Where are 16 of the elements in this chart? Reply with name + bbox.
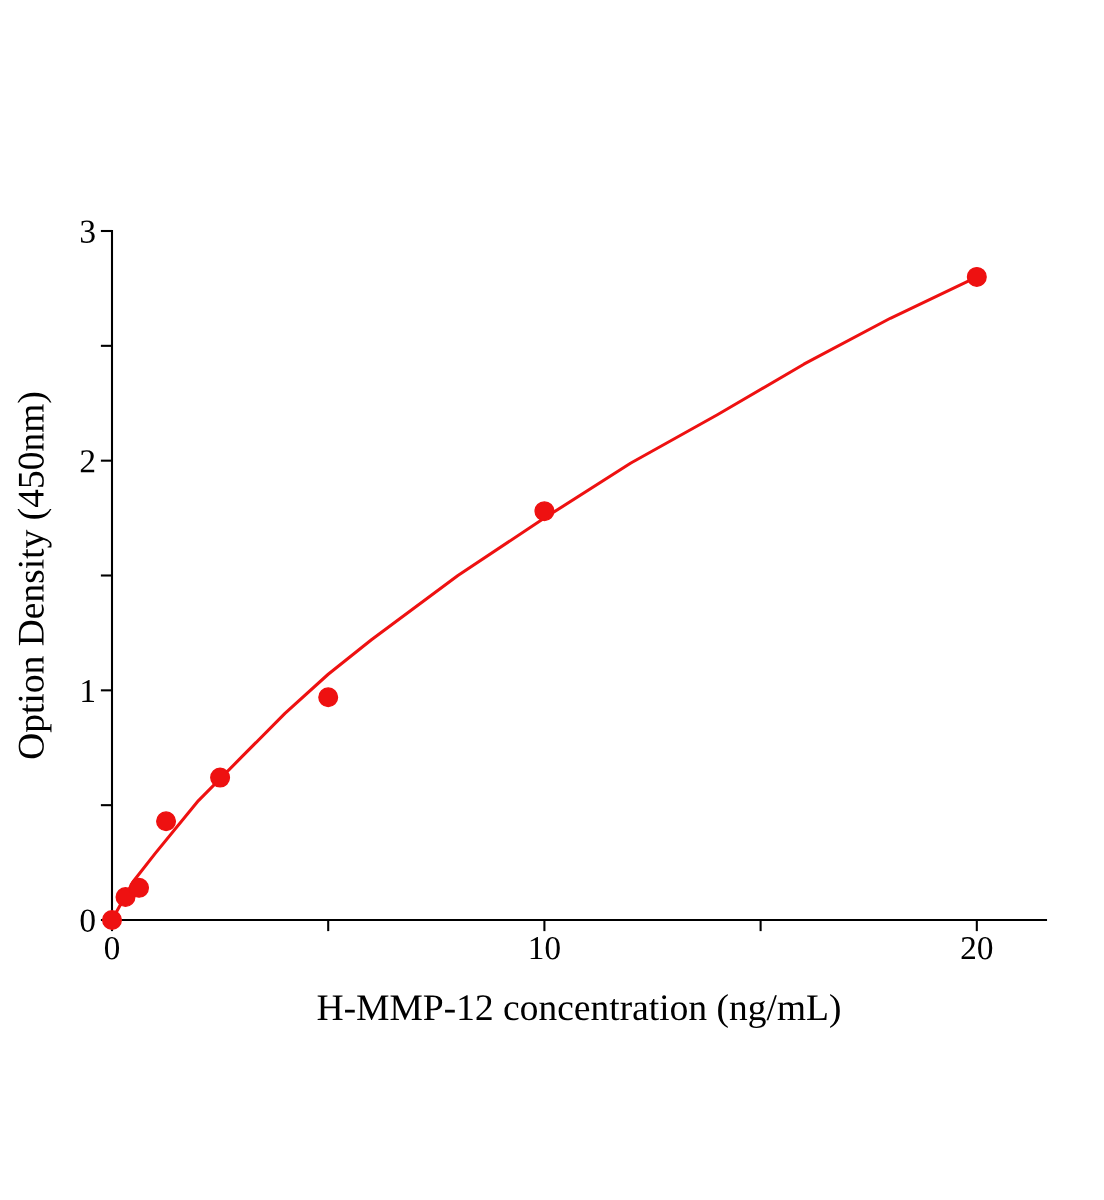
y-tick-label: 3 xyxy=(80,220,95,243)
point xyxy=(115,887,136,908)
y-tick-label: 1 xyxy=(82,679,95,702)
y-tick-label: 2 xyxy=(80,450,95,473)
x-tick-label: 10 xyxy=(530,936,560,960)
y-axis-title: Option Density (450nm) xyxy=(17,392,52,759)
point xyxy=(156,811,177,832)
point xyxy=(318,687,339,708)
point xyxy=(129,877,150,898)
point xyxy=(534,501,555,522)
x-tick-label: 0 xyxy=(104,936,120,960)
x-axis-title: H-MMP-12 concentration (ng/mL) xyxy=(317,993,840,1029)
point xyxy=(210,767,231,788)
y-tick-label: 0 xyxy=(80,909,95,932)
x-tick-label: 20 xyxy=(961,936,993,960)
point xyxy=(966,266,987,287)
